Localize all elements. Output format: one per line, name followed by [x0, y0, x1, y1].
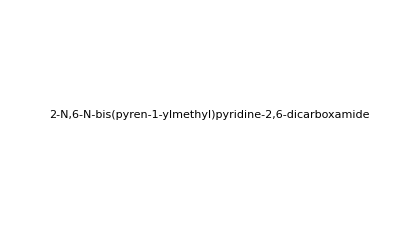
Text: 2-N,6-N-bis(pyren-1-ylmethyl)pyridine-2,6-dicarboxamide: 2-N,6-N-bis(pyren-1-ylmethyl)pyridine-2,…	[49, 109, 369, 120]
